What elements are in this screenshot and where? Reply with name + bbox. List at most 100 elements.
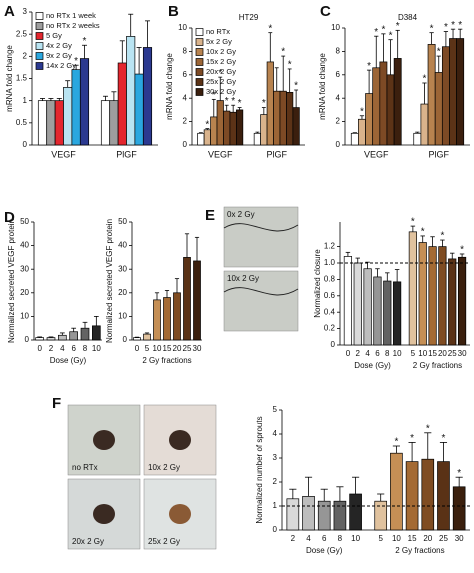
significance-mark: *: [238, 98, 242, 109]
significance-mark: *: [294, 81, 298, 92]
significance-mark: *: [212, 90, 216, 101]
y-tick-label: 4: [273, 429, 278, 438]
bar: [434, 72, 443, 146]
bar: [386, 74, 395, 146]
significance-mark: *: [389, 30, 393, 41]
legend-swatch: [195, 58, 204, 66]
x-tick-label: 0: [346, 349, 351, 358]
bar: [71, 69, 81, 146]
y-tick-label: 0: [183, 140, 188, 149]
bar: [253, 132, 261, 146]
wound-edge: [223, 287, 299, 296]
x-tick-label: 2: [356, 349, 361, 358]
bar: [438, 246, 447, 346]
significance-mark: *: [460, 245, 464, 256]
x-tick-label: 10: [418, 349, 427, 358]
bar: [421, 458, 435, 531]
x-tick-label: 0: [135, 344, 140, 353]
significance-mark: *: [205, 119, 209, 130]
bar: [210, 116, 218, 146]
y-tick-label: 0.6: [324, 291, 336, 300]
bar: [63, 87, 73, 146]
x-tick-label: PlGF: [266, 149, 287, 159]
bar: [441, 46, 450, 146]
legend-label: 10x 2 Gy: [206, 47, 236, 56]
y-tick-label: 2: [336, 117, 341, 126]
y-axis-label: Normalized closure: [313, 249, 322, 318]
x-tick-label: 5: [411, 349, 416, 358]
significance-mark: *: [423, 74, 427, 85]
y-tick-label: 50: [118, 217, 127, 226]
significance-mark: *: [442, 433, 446, 444]
bar: [37, 100, 48, 146]
bar: [428, 246, 437, 346]
spheroid: [93, 430, 115, 450]
y-tick-label: 1.0: [324, 258, 336, 267]
bar: [54, 100, 64, 146]
bar: [286, 91, 294, 146]
y-tick-label: 2: [273, 477, 278, 486]
bar: [456, 38, 465, 146]
significance-mark: *: [231, 96, 235, 107]
bar: [372, 67, 381, 146]
x-tick-label: 6: [71, 344, 76, 353]
bar: [193, 260, 201, 341]
image-label: 10x 2 Gy: [227, 274, 259, 283]
bar: [216, 100, 224, 146]
y-tick-label: 4: [183, 93, 188, 102]
x-tick-label: 0: [37, 344, 42, 353]
bar: [343, 256, 353, 346]
y-tick-label: 0: [331, 340, 336, 349]
panel-letter: B: [168, 3, 179, 20]
bar: [279, 90, 287, 146]
x-tick-label: 15: [408, 534, 417, 543]
panel-letter: C: [320, 3, 331, 20]
bar: [58, 334, 67, 341]
y-tick-label: 10: [178, 23, 187, 32]
bar: [46, 100, 56, 146]
x-tick-label: 6: [375, 349, 380, 358]
legend-label: 9x 2 Gy: [46, 51, 72, 60]
bar: [418, 242, 427, 346]
x-group-label: Dose (Gy): [306, 546, 343, 555]
chart-title: HT29: [239, 13, 259, 22]
y-tick-label: 3: [273, 453, 278, 462]
bar: [92, 325, 101, 341]
y-tick-label: 2: [183, 117, 188, 126]
panel-letter: D: [4, 209, 15, 226]
significance-mark: *: [426, 423, 430, 434]
bar: [383, 280, 392, 346]
bar: [153, 299, 161, 341]
y-tick-label: 10: [20, 312, 29, 321]
bar: [457, 256, 467, 346]
y-axis-label: mRNA fold change: [165, 53, 174, 120]
bar: [427, 44, 436, 146]
y-tick-label: 40: [118, 241, 127, 250]
panel-letter: A: [4, 3, 15, 20]
bar: [79, 58, 90, 146]
y-tick-label: 2: [23, 51, 28, 60]
bar: [173, 292, 181, 341]
bar: [420, 103, 429, 146]
legend-swatch: [195, 88, 204, 96]
bar: [353, 262, 362, 346]
x-tick-label: 10: [92, 344, 101, 353]
significance-mark: *: [457, 468, 461, 479]
bar: [349, 493, 362, 531]
x-tick-label: 25: [183, 344, 192, 353]
y-tick-label: 0.5: [16, 118, 28, 127]
image-label: 25x 2 Gy: [148, 537, 180, 546]
x-tick-label: 5: [145, 344, 150, 353]
bar: [393, 281, 402, 346]
bar: [365, 93, 374, 146]
y-tick-label: 3: [23, 7, 28, 16]
y-tick-label: 20: [118, 288, 127, 297]
x-tick-label: 4: [306, 534, 311, 543]
bar: [117, 62, 127, 146]
bar: [229, 111, 237, 146]
legend-label: 15x 2 Gy: [206, 57, 236, 66]
x-tick-label: 4: [365, 349, 370, 358]
x-group-label: 2 Gy fractions: [413, 361, 462, 370]
x-tick-label: 2: [49, 344, 54, 353]
